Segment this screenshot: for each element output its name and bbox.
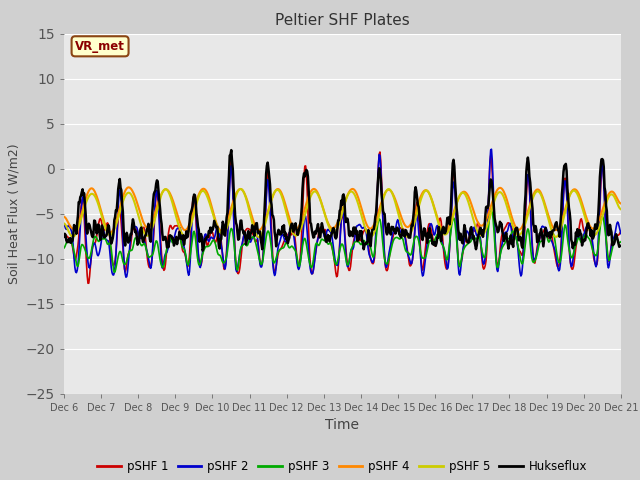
pSHF 3 [60,245,68,251]
pSHF 1 [214,231,222,237]
Hukseflux [412,184,419,190]
Y-axis label: Soil Heat Flux ( W/m2): Soil Heat Flux ( W/m2) [7,144,20,284]
pSHF 1 [60,231,68,237]
pSHF 1 [84,280,92,286]
pSHF 5 [428,197,436,203]
pSHF 5 [70,233,78,239]
pSHF 1 [70,253,78,259]
pSHF 3 [617,239,625,245]
pSHF 3 [411,235,419,241]
Line: pSHF 5: pSHF 5 [64,189,621,237]
pSHF 4 [186,221,193,227]
pSHF 5 [237,186,244,192]
pSHF 2 [488,146,495,152]
pSHF 2 [617,231,625,237]
pSHF 2 [185,273,193,278]
Hukseflux [127,231,135,237]
Line: pSHF 1: pSHF 1 [64,152,621,283]
Line: Hukseflux: Hukseflux [64,150,621,251]
pSHF 1 [128,230,136,236]
pSHF 4 [215,226,223,231]
pSHF 1 [185,261,193,266]
pSHF 1 [376,149,384,155]
pSHF 1 [617,228,625,234]
pSHF 5 [60,221,68,227]
pSHF 2 [128,227,136,232]
pSHF 5 [255,234,263,240]
pSHF 4 [125,184,133,190]
pSHF 4 [412,209,419,215]
Title: Peltier SHF Plates: Peltier SHF Plates [275,13,410,28]
Hukseflux [227,147,235,153]
pSHF 5 [214,224,221,230]
pSHF 5 [617,206,625,212]
Line: pSHF 3: pSHF 3 [64,210,621,273]
Hukseflux [214,235,222,241]
pSHF 3 [70,249,78,254]
Hukseflux [184,233,192,239]
Hukseflux [60,234,68,240]
Legend: pSHF 1, pSHF 2, pSHF 3, pSHF 4, pSHF 5, Hukseflux: pSHF 1, pSHF 2, pSHF 3, pSHF 4, pSHF 5, … [93,455,592,478]
pSHF 4 [428,197,436,203]
Text: VR_met: VR_met [75,40,125,53]
pSHF 3 [111,270,118,276]
pSHF 3 [185,261,193,267]
pSHF 2 [122,275,130,280]
Hukseflux [199,248,207,253]
pSHF 4 [617,201,625,206]
pSHF 4 [129,189,137,195]
pSHF 1 [412,212,419,218]
pSHF 5 [127,192,135,198]
Hukseflux [428,236,436,241]
pSHF 2 [60,221,68,227]
pSHF 2 [70,255,78,261]
pSHF 4 [70,226,78,232]
pSHF 3 [428,238,435,244]
Hukseflux [617,243,625,249]
pSHF 1 [428,231,436,237]
pSHF 3 [214,252,222,257]
Line: pSHF 4: pSHF 4 [64,187,621,233]
pSHF 3 [128,247,136,253]
pSHF 4 [60,214,68,219]
Line: pSHF 2: pSHF 2 [64,149,621,277]
pSHF 5 [412,216,419,222]
pSHF 3 [488,207,495,213]
pSHF 2 [411,229,419,235]
pSHF 2 [214,224,222,230]
X-axis label: Time: Time [325,418,360,432]
pSHF 2 [428,221,435,227]
Hukseflux [70,222,78,228]
pSHF 5 [184,230,192,236]
pSHF 4 [107,230,115,236]
